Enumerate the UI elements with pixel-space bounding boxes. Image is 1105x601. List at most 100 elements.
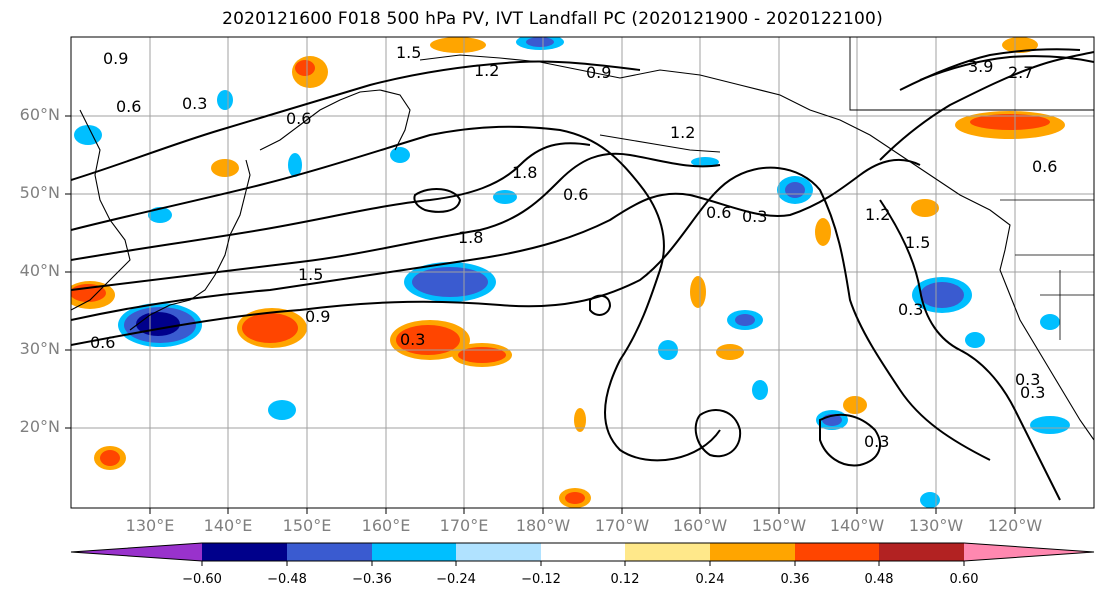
lon-label: 170°E [439, 516, 489, 535]
fill-pos-small-9 [211, 159, 239, 177]
colorbar-seg-5 [541, 543, 625, 561]
contour-1p8-loop [413, 188, 462, 213]
contour-1p2 [71, 60, 641, 181]
lon-label: 160°W [672, 516, 728, 535]
coast-asia [71, 109, 131, 311]
fill-pos-small-2-core [295, 60, 315, 76]
chart-title: 2020121600 F018 500 hPa PV, IVT Landfall… [222, 9, 883, 29]
contour-label: 0.9 [586, 63, 611, 82]
fill-pos-pnw-core [970, 114, 1050, 130]
fill-neg-small-14 [691, 157, 719, 167]
colorbar-seg-3 [372, 543, 456, 561]
lon-label: 130°W [908, 516, 964, 535]
colorbar-seg-8 [795, 543, 879, 561]
fill-neg-small-12 [920, 492, 940, 508]
contour-label: 0.6 [90, 333, 115, 352]
colorbar-tick-label: 0.36 [780, 572, 810, 587]
contour-label: 0.6 [286, 109, 311, 128]
colorbar-tick-label: 0.12 [610, 572, 640, 587]
lat-label: 50°N [19, 183, 60, 202]
border-canada [849, 37, 1094, 111]
fill-pos-small-4 [843, 396, 867, 414]
fill-neg-small-3-core [526, 37, 554, 47]
contour-label-group: 0.9 0.6 0.3 1.5 1.2 0.9 0.6 1.8 0.6 0.3 … [90, 43, 1057, 451]
colorbar-seg-6 [625, 543, 710, 561]
fill-pos-170e-core [396, 325, 460, 355]
colorbar-seg-9 [879, 543, 964, 561]
fill-neg-small-16 [390, 147, 410, 163]
contour-label: 1.5 [396, 43, 421, 62]
fill-neg-small-4 [268, 400, 296, 420]
contour-label: 0.3 [1020, 383, 1045, 402]
fill-pos-small-11 [1002, 37, 1038, 53]
fill-neg-small-17 [288, 153, 302, 177]
colorbar-tick-label: −0.60 [182, 572, 222, 587]
contour-label: 0.3 [400, 330, 425, 349]
fill-neg-135w-core [920, 282, 964, 308]
pv-contours [71, 48, 1094, 501]
contour-label: 0.9 [103, 49, 128, 68]
fill-pos-small-6 [815, 218, 831, 246]
contour-label: 1.2 [865, 205, 890, 224]
border-us-states [1000, 199, 1094, 340]
fill-pos-175e-core [458, 347, 506, 363]
colorbar-seg-10 [964, 543, 1094, 561]
fill-pos-small-8 [716, 344, 744, 360]
colorbar [70, 542, 1095, 566]
colorbar-tick-label: −0.36 [352, 572, 392, 587]
fill-neg-small-1-core [735, 314, 755, 326]
colorbar-seg-7 [710, 543, 795, 561]
fill-neg-small-6 [217, 90, 233, 110]
contour-label: 0.3 [1015, 370, 1040, 389]
contour-label: 1.5 [298, 265, 323, 284]
contour-label: 0.3 [742, 207, 767, 226]
fill-neg-small-11 [1030, 416, 1070, 434]
coastlines [71, 37, 1094, 441]
fill-pos-small-12 [574, 408, 586, 432]
lat-label: 60°N [19, 105, 60, 124]
contour-label: 2.7 [1008, 63, 1033, 82]
fill-neg-170e-core [412, 267, 488, 297]
contour-label: 0.6 [116, 97, 141, 116]
fill-neg-small-10 [1040, 314, 1060, 330]
lon-label: 150°W [751, 516, 807, 535]
lat-label: 30°N [19, 339, 60, 358]
colorbar-seg-0 [71, 543, 202, 561]
colorbar-tick-label: 0.24 [695, 572, 725, 587]
colorbar-tick-label: −0.12 [521, 572, 561, 587]
contour-0p3-east [879, 199, 1061, 501]
colorbar-seg-4 [456, 543, 541, 561]
lon-label: 170°W [594, 516, 650, 535]
colorbar-tick-label: −0.24 [436, 572, 476, 587]
lat-label: 20°N [19, 417, 60, 436]
contour-1p8 [71, 142, 591, 261]
coast-aleutians [599, 134, 721, 153]
lat-label: 40°N [19, 261, 60, 280]
fill-pos-150e-core [242, 313, 298, 343]
lon-label: 130°E [125, 516, 175, 535]
fill-neg-small-7 [74, 125, 102, 145]
colorbar-tick-label: −0.48 [267, 572, 307, 587]
coast-north-america [419, 54, 1094, 441]
lon-label: 160°E [361, 516, 411, 535]
contour-label: 1.5 [905, 233, 930, 252]
fill-neg-150w-core [785, 182, 805, 198]
contour-label: 1.8 [512, 163, 537, 182]
contour-label: 0.3 [864, 432, 889, 451]
contour-label: 1.2 [670, 123, 695, 142]
coast-kamchatka [259, 89, 411, 151]
fill-neg-small-15 [493, 190, 517, 204]
fill-neg-small-9 [752, 380, 768, 400]
contour-tiny-loop [589, 294, 612, 316]
lon-label: 140°E [203, 516, 253, 535]
contour-3p9-ne [919, 55, 1094, 81]
fill-pos-small-1-core [100, 450, 120, 466]
colorbar-seg-1 [202, 543, 287, 561]
contour-0p9 [71, 158, 921, 321]
contour-label: 0.6 [563, 185, 588, 204]
colorbar-tick-label: 0.60 [949, 572, 979, 587]
contour-label: 0.6 [706, 203, 731, 222]
fill-pos-small-10 [430, 37, 486, 53]
colorbar-seg-2 [287, 543, 372, 561]
